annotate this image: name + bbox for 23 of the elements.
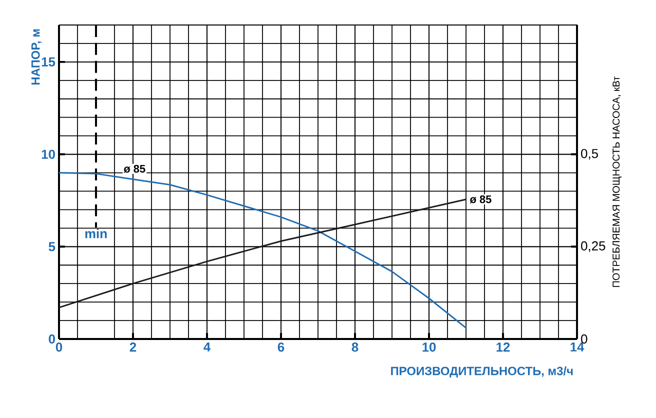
y2-tick-label: 0,5	[581, 148, 598, 160]
y2-tick-label: 0,25	[581, 241, 606, 252]
x-tick-label: 6	[278, 342, 284, 352]
x-tick-label: 0	[56, 342, 62, 352]
x-tick-label: 10	[422, 342, 436, 352]
y-axis-title: НАПОР, м	[31, 29, 42, 85]
x-tick-label: 14	[570, 342, 584, 352]
y-tick-label: 10	[42, 150, 55, 159]
x-tick-label: 2	[130, 342, 136, 352]
y2-tick-label: 0	[581, 334, 588, 344]
x-tick-label: 12	[496, 342, 510, 352]
line-series	[58, 198, 467, 308]
line-series	[58, 172, 467, 329]
ref-line-label: min	[85, 228, 107, 238]
series-label: ø 85	[124, 164, 146, 173]
y-tick-label: 5	[48, 242, 56, 252]
x-tick-label: 4	[204, 342, 211, 352]
x-tick-label: 8	[352, 342, 358, 352]
x-axis-title: ПРОИЗВОДИТЕЛЬНОСТЬ, м3/ч	[391, 366, 573, 378]
y-tick-label: 15	[42, 57, 56, 66]
y-tick-label: 0	[48, 334, 55, 344]
y2-axis-title: ПОТРЕБЛЯЕМАЯ МОЩНОСТЬ НАСОСА, кВт	[612, 76, 622, 287]
series-label: ø 85	[470, 195, 492, 204]
